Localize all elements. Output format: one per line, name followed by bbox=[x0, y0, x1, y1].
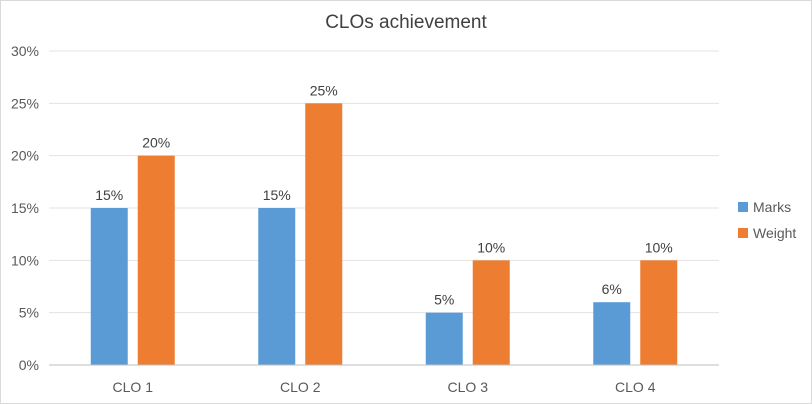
legend-swatch-weight bbox=[738, 228, 748, 238]
legend-label-marks: Marks bbox=[753, 199, 791, 215]
bars bbox=[90, 103, 678, 365]
data-label-weight: 25% bbox=[310, 82, 338, 98]
y-tick-label: 25% bbox=[11, 95, 39, 111]
legend: Marks Weight bbox=[738, 199, 796, 241]
y-tick-label: 15% bbox=[11, 200, 39, 216]
bar-weight bbox=[472, 260, 510, 365]
data-label-marks: 6% bbox=[602, 281, 622, 297]
bar-marks bbox=[425, 312, 463, 365]
bar-marks bbox=[593, 302, 631, 365]
data-label-marks: 5% bbox=[434, 292, 454, 308]
x-category-label: CLO 3 bbox=[448, 379, 489, 395]
data-labels: 15% 20% 15% 25% 5% 10% 6% 10% bbox=[95, 82, 673, 307]
bar-weight bbox=[640, 260, 678, 365]
data-label-weight: 20% bbox=[142, 135, 170, 151]
y-axis-ticks: 0% 5% 10% 15% 20% 25% 30% bbox=[11, 43, 39, 373]
data-label-marks: 15% bbox=[95, 187, 123, 203]
bar-marks bbox=[90, 208, 128, 365]
x-category-label: CLO 4 bbox=[615, 379, 656, 395]
x-category-label: CLO 1 bbox=[113, 379, 154, 395]
y-tick-label: 30% bbox=[11, 43, 39, 59]
chart-title: CLOs achievement bbox=[325, 12, 487, 33]
y-tick-label: 20% bbox=[11, 148, 39, 164]
y-tick-label: 5% bbox=[19, 305, 39, 321]
bar-weight bbox=[137, 155, 175, 365]
data-label-weight: 10% bbox=[477, 239, 505, 255]
y-tick-label: 0% bbox=[19, 357, 39, 373]
x-category-label: CLO 2 bbox=[280, 379, 321, 395]
data-label-weight: 10% bbox=[645, 239, 673, 255]
data-label-marks: 15% bbox=[263, 187, 291, 203]
bar-marks bbox=[258, 208, 296, 365]
x-axis-categories: CLO 1 CLO 2 CLO 3 CLO 4 bbox=[113, 379, 656, 395]
legend-swatch-marks bbox=[738, 202, 748, 212]
y-tick-label: 10% bbox=[11, 252, 39, 268]
bar-weight bbox=[305, 103, 343, 365]
legend-label-weight: Weight bbox=[753, 225, 796, 241]
